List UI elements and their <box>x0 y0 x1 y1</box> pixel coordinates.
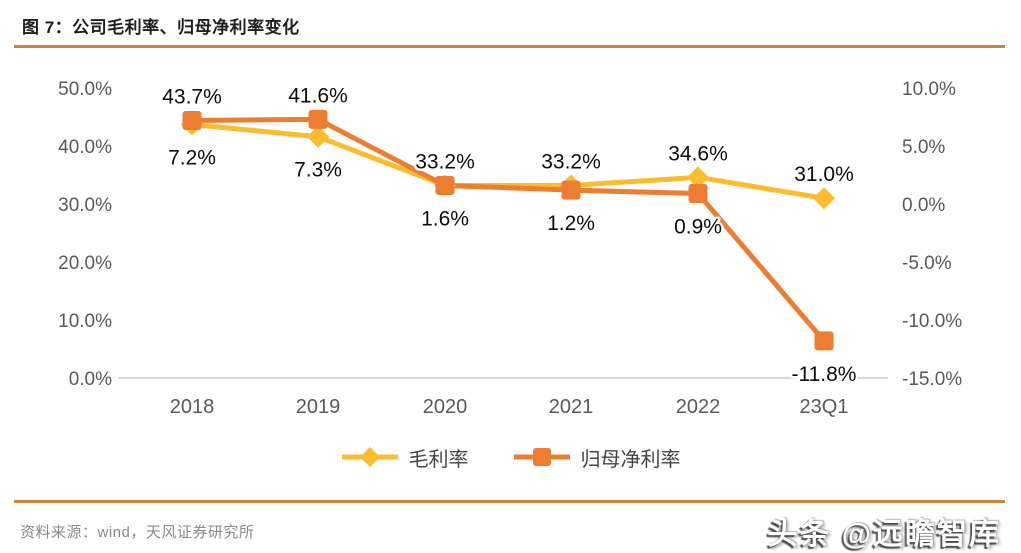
net-margin-marker <box>308 109 328 129</box>
net-margin-line <box>189 116 827 344</box>
net-margin-legend-marker-icon <box>513 448 570 466</box>
right-axis-tick-label: -5.0% <box>902 253 952 274</box>
left-axis-tick-label: 20.0% <box>58 253 112 274</box>
gross-margin-marker <box>307 125 329 148</box>
legend-label-net-margin: 归母净利率 <box>580 448 681 471</box>
gross-margin-data-label: 33.2% <box>541 150 601 173</box>
net-margin-marker <box>814 331 834 351</box>
net-margin-marker <box>182 110 202 130</box>
x-axis-label: 2018 <box>170 396 215 418</box>
gross-margin-data-label: 31.0% <box>794 163 854 186</box>
left-axis-tick-label: 40.0% <box>58 137 112 158</box>
x-axis-label: 2019 <box>296 396 341 418</box>
x-axis-label: 23Q1 <box>800 396 849 418</box>
net-margin-data-label: -11.8% <box>792 363 857 386</box>
source-note: 资料来源：wind，天风证券研究所 <box>20 523 255 541</box>
net-margin-marker <box>688 184 708 204</box>
gross-margin-data-label: 33.2% <box>415 150 475 173</box>
gross-margin-marker <box>813 187 835 210</box>
title-divider <box>14 45 1005 48</box>
legend-item-gross-margin: 毛利率 <box>341 443 469 472</box>
chart-legend: 毛利率 归母净利率 <box>0 442 1021 472</box>
left-axis-tick-label: 50.0% <box>58 79 112 100</box>
right-axis-tick-label: 5.0% <box>902 137 945 158</box>
right-axis-tick-label: 0.0% <box>902 195 945 216</box>
x-axis-label: 2021 <box>549 396 594 418</box>
right-axis-tick-label: -15.0% <box>902 369 962 390</box>
net-margin-data-label: 1.2% <box>547 212 595 235</box>
net-margin-marker <box>435 175 455 195</box>
x-axis-label: 2020 <box>423 396 468 418</box>
legend-label-gross-margin: 毛利率 <box>408 448 469 471</box>
gross-margin-marker <box>687 166 709 189</box>
net-margin-data-label: 1.6% <box>421 207 469 230</box>
net-margin-data-label: 0.9% <box>674 216 722 239</box>
watermark-logo: 头条 @远瞻智库 <box>767 518 1001 551</box>
legend-item-net-margin: 归母净利率 <box>513 443 681 472</box>
gross-margin-legend-marker-icon <box>341 447 398 467</box>
gross-margin-data-label: 41.6% <box>288 84 348 107</box>
gross-margin-data-label: 43.7% <box>162 85 222 108</box>
chart-canvas: 50.0% 40.0% 30.0% 20.0% 10.0% 0.0% 10.0% 5.0% 0.… <box>58 79 962 418</box>
right-axis-tick-label: 10.0% <box>902 79 956 100</box>
footer: 资料来源：wind，天风证券研究所 头条 @远瞻智库 <box>0 503 1021 553</box>
gross-margin-data-label: 34.6% <box>668 142 728 165</box>
x-axis-label: 2022 <box>676 396 721 418</box>
left-axis-tick-label: 10.0% <box>58 311 112 332</box>
net-margin-marker <box>561 180 581 200</box>
left-axis-tick-label: 30.0% <box>58 195 112 216</box>
net-margin-data-label: 7.3% <box>294 159 342 182</box>
right-axis-tick-label: -10.0% <box>902 311 962 332</box>
net-margin-data-label: 7.2% <box>168 147 216 170</box>
left-axis-tick-label: 0.0% <box>69 369 112 390</box>
figure-title: 图 7：公司毛利率、归母净利率变化 <box>22 18 300 37</box>
footer-divider <box>14 500 1005 503</box>
